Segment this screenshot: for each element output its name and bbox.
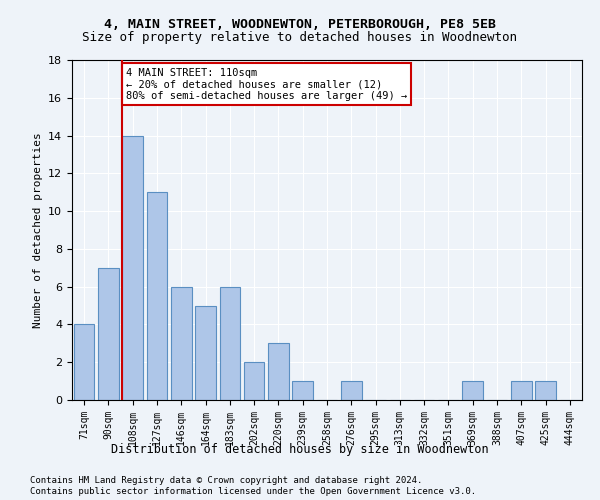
Text: 4 MAIN STREET: 110sqm
← 20% of detached houses are smaller (12)
80% of semi-deta: 4 MAIN STREET: 110sqm ← 20% of detached … [126,68,407,101]
Bar [535,381,556,400]
Bar [171,286,191,400]
Text: Size of property relative to detached houses in Woodnewton: Size of property relative to detached ho… [83,31,517,44]
Bar [244,362,265,400]
Bar [268,344,289,400]
Bar [74,324,94,400]
Bar [463,381,483,400]
Text: Contains public sector information licensed under the Open Government Licence v3: Contains public sector information licen… [30,487,476,496]
Bar [195,306,216,400]
Bar [511,381,532,400]
Bar [146,192,167,400]
Bar [292,381,313,400]
Bar [98,268,119,400]
Text: Distribution of detached houses by size in Woodnewton: Distribution of detached houses by size … [111,442,489,456]
Bar [122,136,143,400]
Bar [220,286,240,400]
Text: 4, MAIN STREET, WOODNEWTON, PETERBOROUGH, PE8 5EB: 4, MAIN STREET, WOODNEWTON, PETERBOROUGH… [104,18,496,30]
Text: Contains HM Land Registry data © Crown copyright and database right 2024.: Contains HM Land Registry data © Crown c… [30,476,422,485]
Bar [341,381,362,400]
Y-axis label: Number of detached properties: Number of detached properties [32,132,43,328]
